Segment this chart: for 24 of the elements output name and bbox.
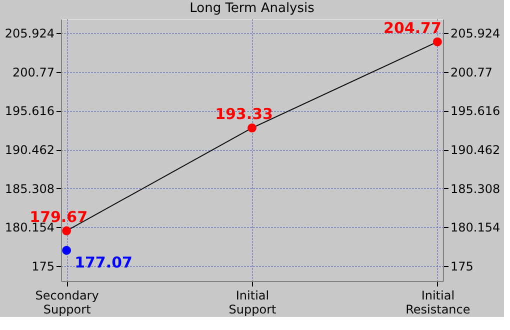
x-tick-label: Secondary Support [35, 288, 99, 316]
x-tick-label: Initial Support [228, 288, 277, 316]
chart-title: Long Term Analysis [190, 1, 315, 16]
x-tick-label: Initial Resistance [406, 288, 470, 316]
y2-tick-label: 190.462 [450, 143, 500, 158]
y2-tick-label: 205.924 [450, 26, 500, 41]
y-tick-label: 195.616 [4, 104, 54, 118]
y2-tick-label: 175 [450, 259, 474, 274]
y-tick-label: 185.308 [4, 182, 54, 196]
y2-tick-label: 180.154 [450, 220, 500, 235]
point [248, 123, 256, 132]
y2-tick-label: 195.616 [450, 104, 500, 118]
data-label: 193.33 [215, 104, 273, 123]
y2-tick-label: 185.308 [450, 182, 500, 196]
data-label: 177.07 [74, 253, 132, 272]
y-tick-label: 205.924 [4, 26, 54, 41]
y-tick-label: 190.462 [4, 143, 54, 158]
y-tick-label: 175 [32, 259, 54, 274]
y2-tick-label: 200.77 [450, 65, 492, 80]
data-label: 204.77 [384, 18, 442, 37]
point [432, 37, 442, 46]
point [62, 226, 72, 236]
point [62, 246, 72, 255]
y-tick-label: 200.77 [12, 65, 54, 80]
